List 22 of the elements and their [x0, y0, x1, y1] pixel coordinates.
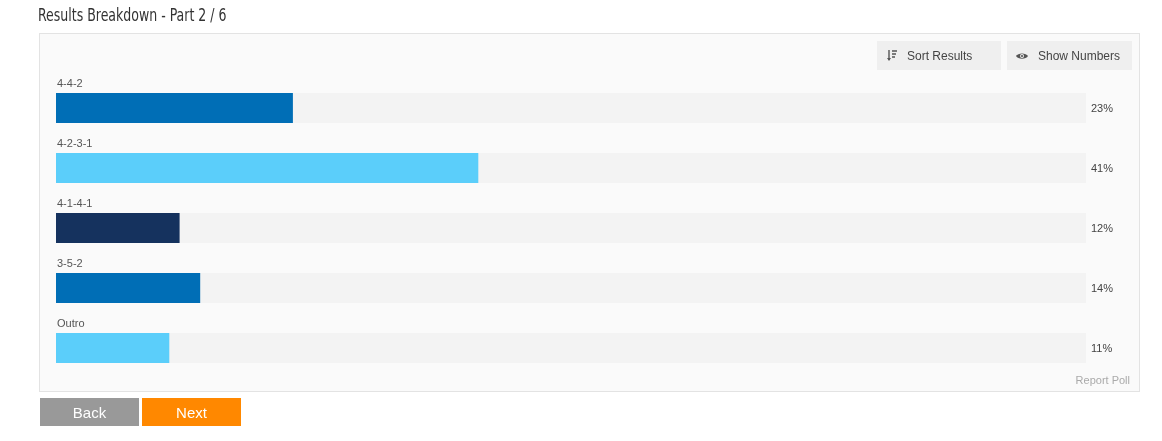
y-tick-label: Outro: [57, 316, 85, 329]
data-label: 11%: [1091, 342, 1113, 354]
chart-title: Results Breakdown - Part 2 / 6: [38, 5, 227, 25]
y-tick-label: 4-2-3-1: [57, 136, 93, 149]
y-tick-label: 3-5-2: [57, 256, 83, 269]
data-label: 23%: [1091, 102, 1114, 114]
y-tick-label: 4-1-4-1: [57, 196, 93, 209]
data-label: 14%: [1091, 282, 1114, 294]
bar: [56, 213, 180, 243]
report-link[interactable]: Report Poll: [1075, 374, 1130, 386]
annotation: Sort Results: [907, 48, 973, 63]
data-label: 12%: [1091, 222, 1114, 234]
data-label: 41%: [1091, 162, 1114, 174]
bar: [56, 93, 293, 123]
show-numbers-button[interactable]: Show Numbers: [1007, 41, 1132, 70]
bar: [56, 273, 201, 303]
back-button[interactable]: Back: [40, 398, 139, 426]
annotation: Show Numbers: [1038, 48, 1121, 63]
next-button[interactable]: Next: [142, 398, 241, 426]
sort-button[interactable]: Sort Results: [877, 41, 1001, 70]
y-tick-label: 4-4-2: [57, 76, 83, 89]
bar: [56, 333, 170, 363]
